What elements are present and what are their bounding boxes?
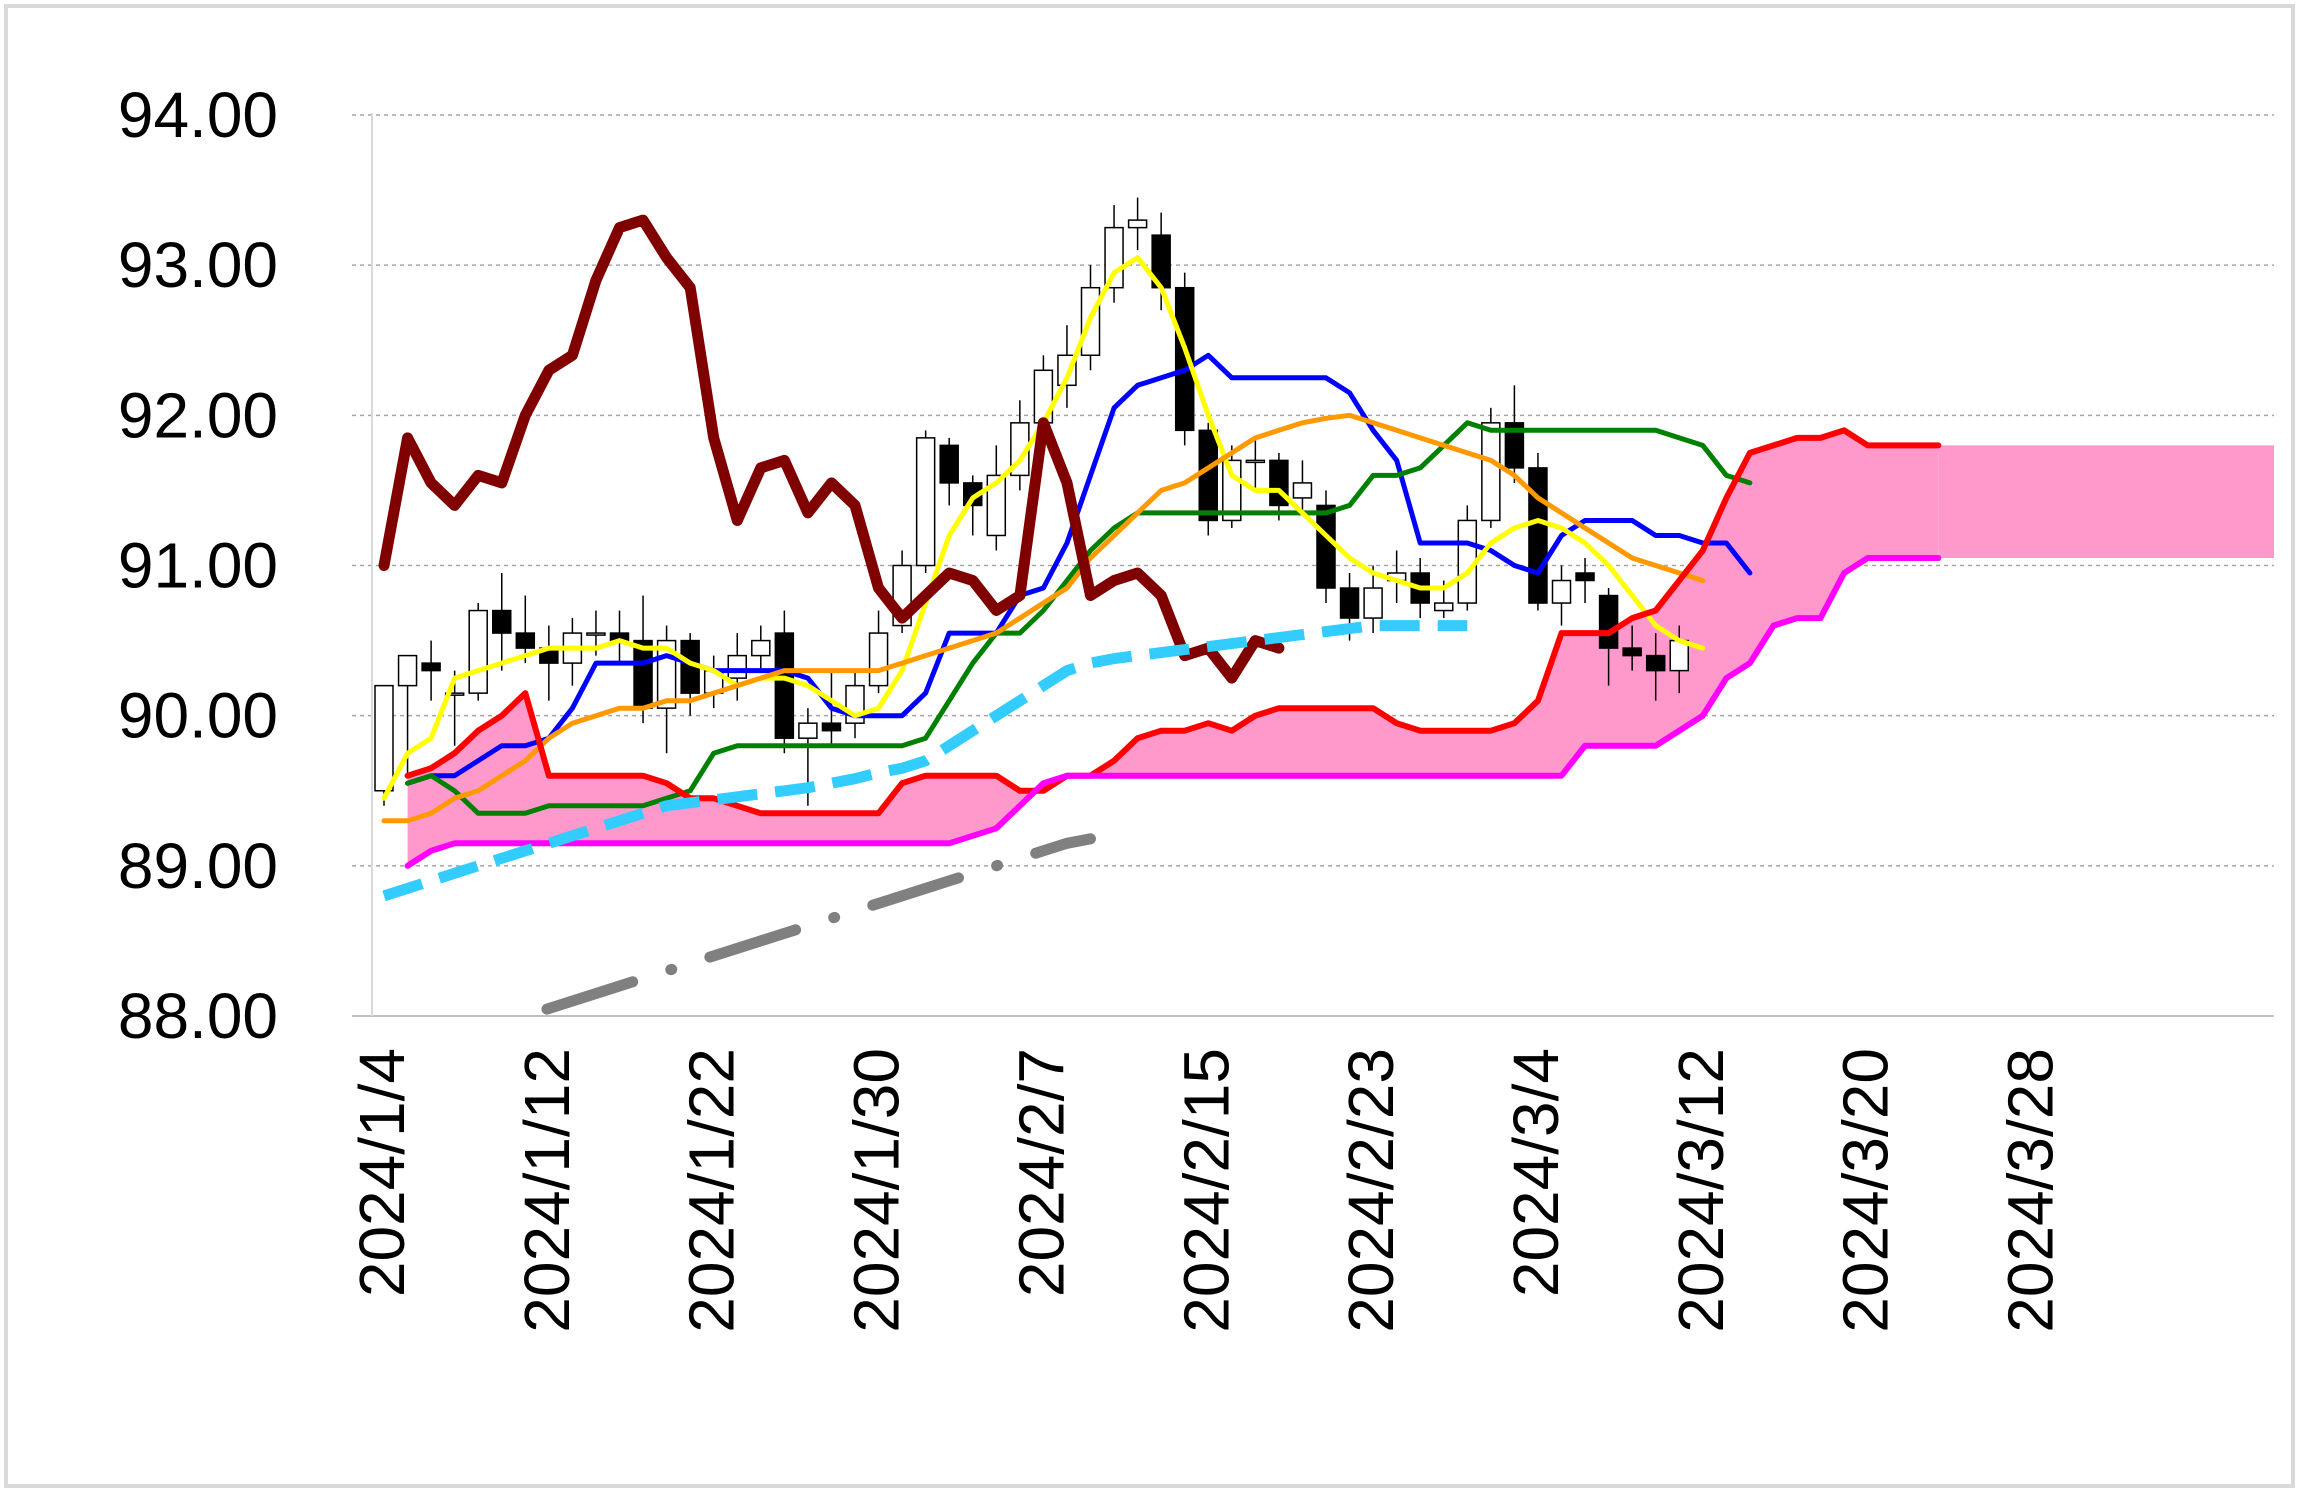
candle-up [868,632,889,687]
candle-up [727,654,747,679]
candle-down [421,662,441,672]
candle-up [915,437,936,567]
indicator-line [382,620,1468,902]
ichimoku-chart: 94.00 93.00 92.00 91.00 90.00 89.00 88.00 2024/… [118,79,2274,1333]
candle-up [1481,422,1501,522]
candle-down [1198,429,1218,522]
x-tick-label: 2024/1/30 [841,1048,913,1333]
x-tick-label: 2024/3/12 [1665,1048,1737,1333]
candle-up [1292,482,1313,499]
candle-down [774,632,795,739]
y-tick-label: 92.00 [118,379,278,451]
y-tick-label: 90.00 [118,680,278,752]
candle-up [1434,602,1454,612]
kumo-cloud-extension [1938,445,2274,558]
indicator-line [507,833,1096,1016]
candle-down [1645,654,1666,672]
candle-up [798,722,818,739]
x-tick-label: 2024/1/4 [346,1048,418,1297]
candle-up [468,609,488,694]
candle-up [1245,459,1266,464]
y-tick-label: 91.00 [118,530,278,602]
candle-up [397,654,418,687]
x-tick-label: 2024/1/22 [676,1048,748,1333]
kumo-cloud [407,430,1939,866]
candle-up [986,474,1007,537]
indicator-line [381,412,1706,824]
candle-down [1339,587,1360,619]
y-tick-label: 93.00 [118,229,278,301]
candle-up [1104,226,1124,289]
candle-down [633,639,653,709]
candle-down [1622,647,1642,657]
x-tick-label: 2024/3/28 [1995,1048,2067,1333]
x-tick-label: 2024/3/4 [1500,1048,1572,1297]
candle-down [1575,572,1595,582]
candle-up [586,632,606,636]
candle-down [515,632,536,649]
candle-down [492,609,512,634]
candle-down [821,722,842,732]
candle-up [374,684,394,792]
indicator-line [405,352,1753,786]
candle-up [1363,587,1383,619]
candle-down [1528,467,1548,604]
indicator-line [404,555,1942,869]
x-tick-label: 2024/2/23 [1335,1048,1407,1333]
x-tick-label: 2024/1/12 [511,1048,583,1333]
candle-down [1316,504,1336,589]
y-tick-label: 94.00 [118,79,278,151]
candle-down [1174,286,1195,432]
x-tick-label: 2024/2/15 [1170,1048,1242,1333]
x-tick-label: 2024/2/7 [1005,1048,1077,1297]
candle-down [1504,422,1525,469]
candle-up [1127,219,1148,229]
chart-frame: 94.00 93.00 92.00 91.00 90.00 89.00 88.00 2024/… [4,4,2295,1488]
x-tick-label: 2024/3/20 [1830,1048,1902,1333]
indicator-line [378,214,1285,684]
candle-up [1551,579,1572,604]
indicator-line [404,427,1942,817]
y-tick-label: 88.00 [118,980,278,1052]
y-tick-label: 89.00 [118,830,278,902]
candle-up [751,639,771,657]
candle-down [1598,594,1619,649]
candle-down [939,444,959,484]
